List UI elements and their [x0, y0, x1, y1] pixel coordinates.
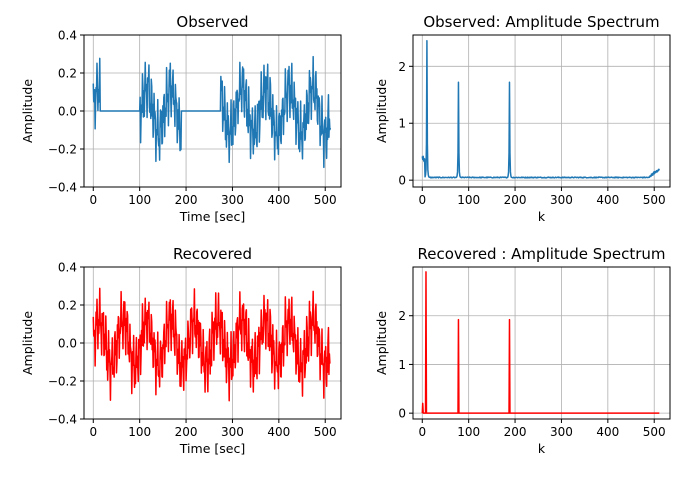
- x-tick-label: 500: [314, 193, 337, 207]
- x-tick-label: 400: [267, 425, 290, 439]
- x-tick-label: 200: [175, 193, 198, 207]
- x-tick-label: 300: [550, 193, 573, 207]
- y-tick-label: 0: [398, 407, 406, 421]
- y-axis-label: Amplitude: [374, 311, 389, 375]
- y-tick-label: 1: [398, 117, 406, 131]
- x-tick-label: 500: [314, 425, 337, 439]
- subplot-1: 0 100 200 300 400 500 −0.4 −0.2 0.0 0.2 0.4 Observe…: [20, 13, 342, 224]
- chart-title: Observed: [176, 13, 248, 31]
- series-line: [92, 55, 332, 169]
- x-tick-label: 200: [504, 193, 527, 207]
- x-tick-label: 200: [504, 425, 527, 439]
- x-tick-label: 100: [457, 425, 480, 439]
- y-tick-label: −0.4: [48, 413, 77, 427]
- x-tick-label: 0: [89, 425, 97, 439]
- y-axis-label: Amplitude: [20, 79, 35, 143]
- y-tick-label: −0.2: [48, 143, 77, 157]
- subplot-2: 0 100 200 300 400 500 0 1 2 Observed: Amplitude S…: [374, 13, 671, 224]
- x-axis-label: Time [sec]: [179, 209, 245, 224]
- y-tick-label: 1: [398, 358, 406, 372]
- y-tick-label: 0.4: [58, 261, 77, 275]
- x-tick-label: 100: [128, 193, 151, 207]
- x-tick-label: 400: [596, 425, 619, 439]
- x-tick-label: 100: [128, 425, 151, 439]
- x-tick-label: 0: [418, 193, 426, 207]
- y-tick-label: −0.4: [48, 181, 77, 195]
- x-tick-label: 0: [418, 425, 426, 439]
- series-line: [421, 271, 660, 414]
- chart-title: Recovered: [173, 245, 252, 263]
- x-tick-label: 300: [221, 425, 244, 439]
- y-tick-label: 0.4: [58, 29, 77, 43]
- chart-title: Observed: Amplitude Spectrum: [423, 13, 659, 31]
- x-axis-label: k: [538, 441, 546, 456]
- subplot-3: 0 100 200 300 400 500 −0.4 −0.2 0.0 0.2 0.4 Recover…: [20, 245, 342, 456]
- x-tick-label: 400: [596, 193, 619, 207]
- series-line: [421, 39, 661, 179]
- y-tick-label: 2: [398, 309, 406, 323]
- axes-frame: [412, 266, 671, 420]
- y-tick-label: 0.2: [58, 299, 77, 313]
- y-axis-label: Amplitude: [20, 311, 35, 375]
- x-tick-label: 100: [457, 193, 480, 207]
- y-tick-label: 0.0: [58, 105, 77, 119]
- x-tick-label: 200: [175, 425, 198, 439]
- y-tick-label: 0.2: [58, 67, 77, 81]
- x-axis-label: Time [sec]: [179, 441, 245, 456]
- subplot-4: 0 100 200 300 400 500 0 1 2 Recovered : Amplitude…: [374, 245, 671, 456]
- x-tick-label: 500: [643, 425, 666, 439]
- axes-frame: [412, 34, 671, 188]
- x-tick-label: 500: [643, 193, 666, 207]
- y-tick-label: 0: [398, 174, 406, 188]
- y-axis-label: Amplitude: [374, 79, 389, 143]
- x-tick-label: 300: [550, 425, 573, 439]
- x-axis-label: k: [538, 209, 546, 224]
- x-tick-label: 300: [221, 193, 244, 207]
- chart-title: Recovered : Amplitude Spectrum: [417, 245, 665, 263]
- x-tick-label: 0: [89, 193, 97, 207]
- series-line: [92, 287, 331, 402]
- x-tick-label: 400: [267, 193, 290, 207]
- y-tick-label: −0.2: [48, 375, 77, 389]
- y-tick-label: 2: [398, 60, 406, 74]
- y-tick-label: 0.0: [58, 337, 77, 351]
